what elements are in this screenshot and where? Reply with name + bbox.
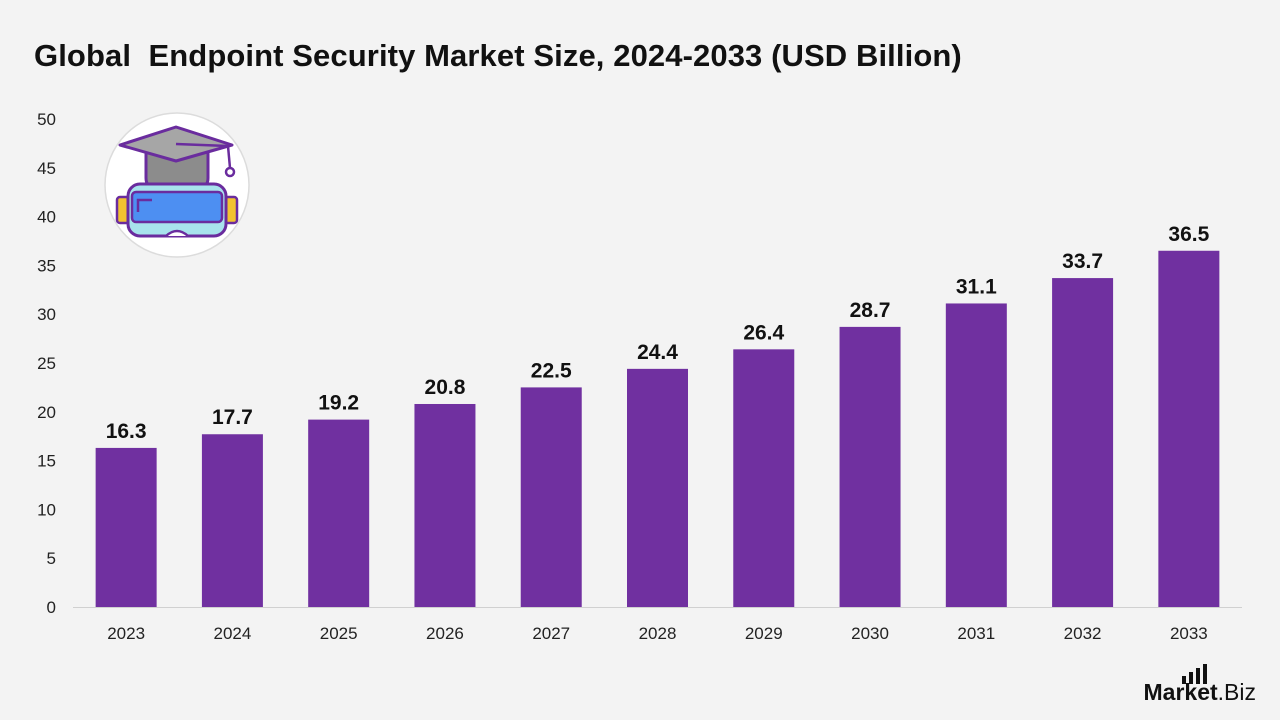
x-tick-label: 2025 [320, 624, 358, 643]
y-tick-label: 40 [37, 208, 56, 227]
data-label: 26.4 [743, 321, 784, 344]
y-tick-label: 50 [37, 110, 56, 129]
data-label: 24.4 [637, 341, 678, 364]
data-label: 17.7 [212, 406, 253, 429]
data-label: 36.5 [1168, 223, 1209, 246]
y-tick-label: 20 [37, 403, 56, 422]
bar-2028 [627, 368, 688, 607]
brand-suffix: .Biz [1217, 679, 1256, 705]
data-label: 28.7 [850, 299, 891, 322]
x-tick-label: 2024 [213, 624, 251, 643]
chart-title: Global Endpoint Security Market Size, 20… [34, 38, 962, 73]
y-tick-label: 30 [37, 305, 56, 324]
bar-2031 [945, 303, 1007, 607]
y-tick-label: 10 [37, 500, 56, 519]
data-label: 33.7 [1062, 250, 1103, 273]
y-tick-label: 0 [47, 598, 56, 617]
x-tick-label: 2030 [851, 624, 889, 643]
x-tick-label: 2026 [426, 624, 464, 643]
bar-2029 [733, 349, 795, 607]
bar-2032 [1052, 278, 1114, 607]
y-tick-label: 35 [37, 256, 56, 275]
y-tick-label: 5 [47, 549, 56, 568]
bar-2024 [201, 434, 263, 607]
x-tick-label: 2028 [639, 624, 677, 643]
bar-2025 [308, 419, 370, 607]
data-label: 16.3 [106, 420, 147, 443]
data-label: 22.5 [531, 359, 572, 382]
signal-bars-icon [1182, 664, 1207, 684]
x-tick-label: 2023 [107, 624, 145, 643]
bar-2023 [95, 447, 157, 607]
x-tick-label: 2032 [1064, 624, 1102, 643]
x-tick-label: 2027 [532, 624, 570, 643]
y-tick-label: 15 [37, 452, 56, 471]
bar-2027 [520, 387, 582, 607]
x-tick-label: 2033 [1170, 624, 1208, 643]
vr-headset-graduation-cap-icon [104, 112, 250, 258]
x-tick-label: 2029 [745, 624, 783, 643]
bar-2026 [414, 403, 476, 607]
data-label: 31.1 [956, 275, 997, 298]
bar-2033 [1158, 250, 1220, 607]
bar-2030 [839, 326, 901, 607]
data-label: 19.2 [318, 392, 359, 415]
x-tick-label: 2031 [957, 624, 995, 643]
data-label: 20.8 [425, 376, 466, 399]
y-tick-label: 45 [37, 159, 56, 178]
y-tick-label: 25 [37, 354, 56, 373]
